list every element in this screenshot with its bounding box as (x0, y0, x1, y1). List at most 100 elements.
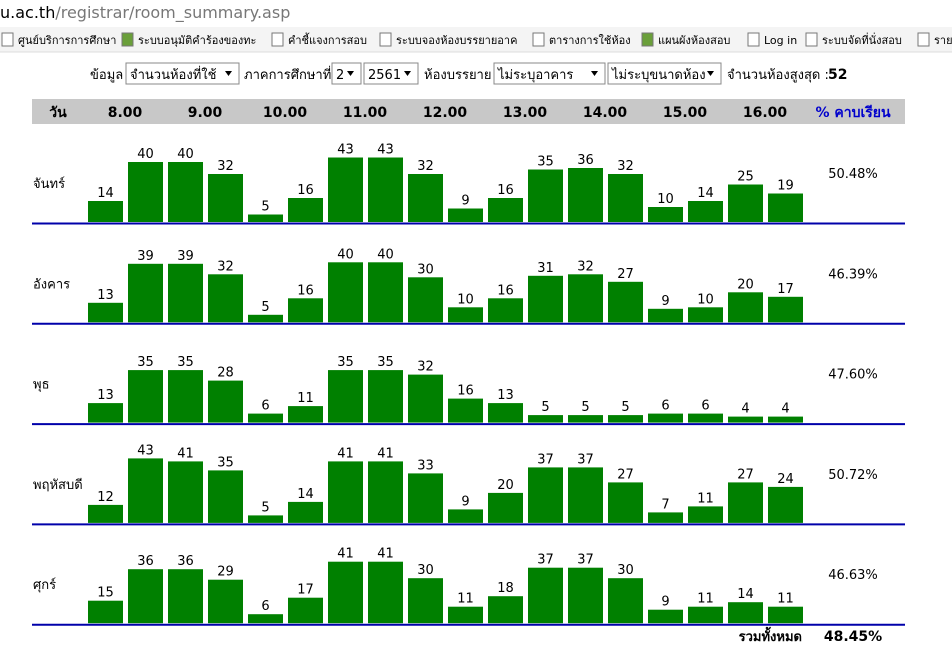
bar (288, 198, 323, 222)
bookmark[interactable]: ระบบจัดที่นั่งสอบ (822, 32, 902, 47)
bar-label: 5 (261, 300, 269, 315)
bar-label: 13 (97, 388, 114, 403)
bar-label: 16 (297, 183, 314, 198)
bar-label: 9 (661, 294, 669, 309)
bar-label: 35 (337, 355, 354, 370)
bar-label: 18 (497, 581, 514, 596)
select-value[interactable]: ไม่ระบุขนาดห้อง (611, 67, 706, 83)
bar-label: 5 (621, 400, 629, 415)
bar-label: 30 (417, 262, 434, 277)
bar-label: 25 (737, 170, 754, 185)
bar (368, 262, 403, 323)
bar (168, 370, 203, 423)
bar-label: 9 (661, 595, 669, 610)
day-label: จันทร์ (33, 176, 65, 192)
bookmark[interactable]: ระบบจองห้องบรรยายอาค (396, 34, 517, 47)
bar (768, 296, 803, 323)
select-box[interactable] (331, 62, 362, 85)
select-arrow[interactable] (707, 71, 714, 76)
bar (288, 298, 323, 323)
bar (448, 398, 483, 423)
bookmark[interactable]: Log in (764, 34, 797, 47)
bar-label: 17 (297, 583, 314, 598)
bookmark[interactable]: คำชี้แจงการสอบ (288, 32, 367, 47)
header-time: 14.00 (583, 105, 628, 121)
bar (208, 274, 243, 323)
bar (608, 415, 643, 423)
bookmark[interactable]: แผนผังห้องสอบ (658, 34, 730, 47)
select-value[interactable]: 2561 (368, 68, 401, 83)
bar (328, 157, 363, 222)
bar (248, 413, 283, 423)
bar-label: 36 (137, 554, 154, 569)
select-value[interactable]: จำนวนห้องที่ใช้ (130, 66, 217, 83)
select-box[interactable] (363, 62, 419, 85)
bar-label: 14 (697, 186, 714, 201)
select-box[interactable] (125, 62, 240, 85)
day-label: พุธ (33, 378, 50, 393)
bar (568, 467, 603, 523)
bar-label: 7 (661, 497, 669, 512)
bar-label: 4 (741, 402, 749, 417)
bookmark-icon[interactable] (805, 32, 818, 47)
bookmark[interactable]: ศูนย์บริการการศึกษา (18, 34, 116, 47)
bar-label: 10 (697, 292, 714, 307)
header-time: 15.00 (663, 105, 708, 121)
select-arrow[interactable] (404, 71, 411, 76)
bar (648, 308, 683, 323)
bar-label: 5 (541, 400, 549, 415)
bar-label: 33 (417, 458, 434, 473)
bookmark-icon[interactable] (121, 32, 134, 47)
bookmark-icon[interactable] (747, 32, 760, 47)
header-day: วัน (49, 105, 67, 121)
bookmark-icon[interactable] (641, 32, 654, 47)
bar (528, 567, 563, 624)
bookmark-icon[interactable] (532, 32, 545, 47)
select-arrow[interactable] (347, 71, 354, 76)
select-box[interactable] (607, 62, 722, 85)
bar-label: 27 (737, 467, 754, 482)
bookmark-icon[interactable] (379, 32, 392, 47)
bar-label: 5 (261, 500, 269, 515)
bar (168, 461, 203, 523)
bar-label: 32 (417, 360, 434, 375)
bookmark[interactable]: ราย (934, 34, 952, 47)
bar-label: 43 (377, 143, 394, 158)
bar (568, 567, 603, 624)
bar-label: 36 (177, 554, 194, 569)
bar (448, 208, 483, 222)
bar (128, 263, 163, 323)
bar (528, 169, 563, 222)
bar-label: 14 (737, 587, 754, 602)
bar (328, 561, 363, 624)
select-value[interactable]: ไม่ระบุอาคาร (497, 67, 573, 83)
bar (448, 509, 483, 523)
bar (248, 214, 283, 222)
bookmark-icon[interactable] (271, 32, 284, 47)
bar (728, 602, 763, 624)
label: ข้อมูล (90, 68, 123, 83)
bar-label: 28 (217, 366, 234, 381)
bar (768, 193, 803, 222)
select-box[interactable] (493, 62, 606, 85)
bookmark-icon[interactable] (1, 32, 14, 47)
bar-label: 14 (297, 487, 314, 502)
bar-label: 15 (97, 586, 114, 601)
bar (648, 207, 683, 222)
select-arrow[interactable] (225, 71, 232, 76)
bar-label: 6 (261, 399, 269, 414)
bar (248, 614, 283, 624)
day-label: ศุกร์ (33, 577, 56, 593)
select-arrow[interactable] (591, 71, 598, 76)
bookmark-icon[interactable] (917, 32, 930, 47)
bar-label: 37 (537, 452, 554, 467)
bookmark[interactable]: ระบบอนุมัติคำร้องของทะ (138, 34, 256, 47)
bar-label: 35 (217, 455, 234, 470)
select-value[interactable]: 2 (336, 68, 344, 83)
bar-label: 11 (297, 391, 314, 406)
address-bar (0, 0, 952, 27)
bar-label: 41 (337, 446, 354, 461)
bar (328, 461, 363, 523)
bookmark[interactable]: ตารางการใช้ห้อง (549, 34, 631, 47)
bar (528, 275, 563, 323)
